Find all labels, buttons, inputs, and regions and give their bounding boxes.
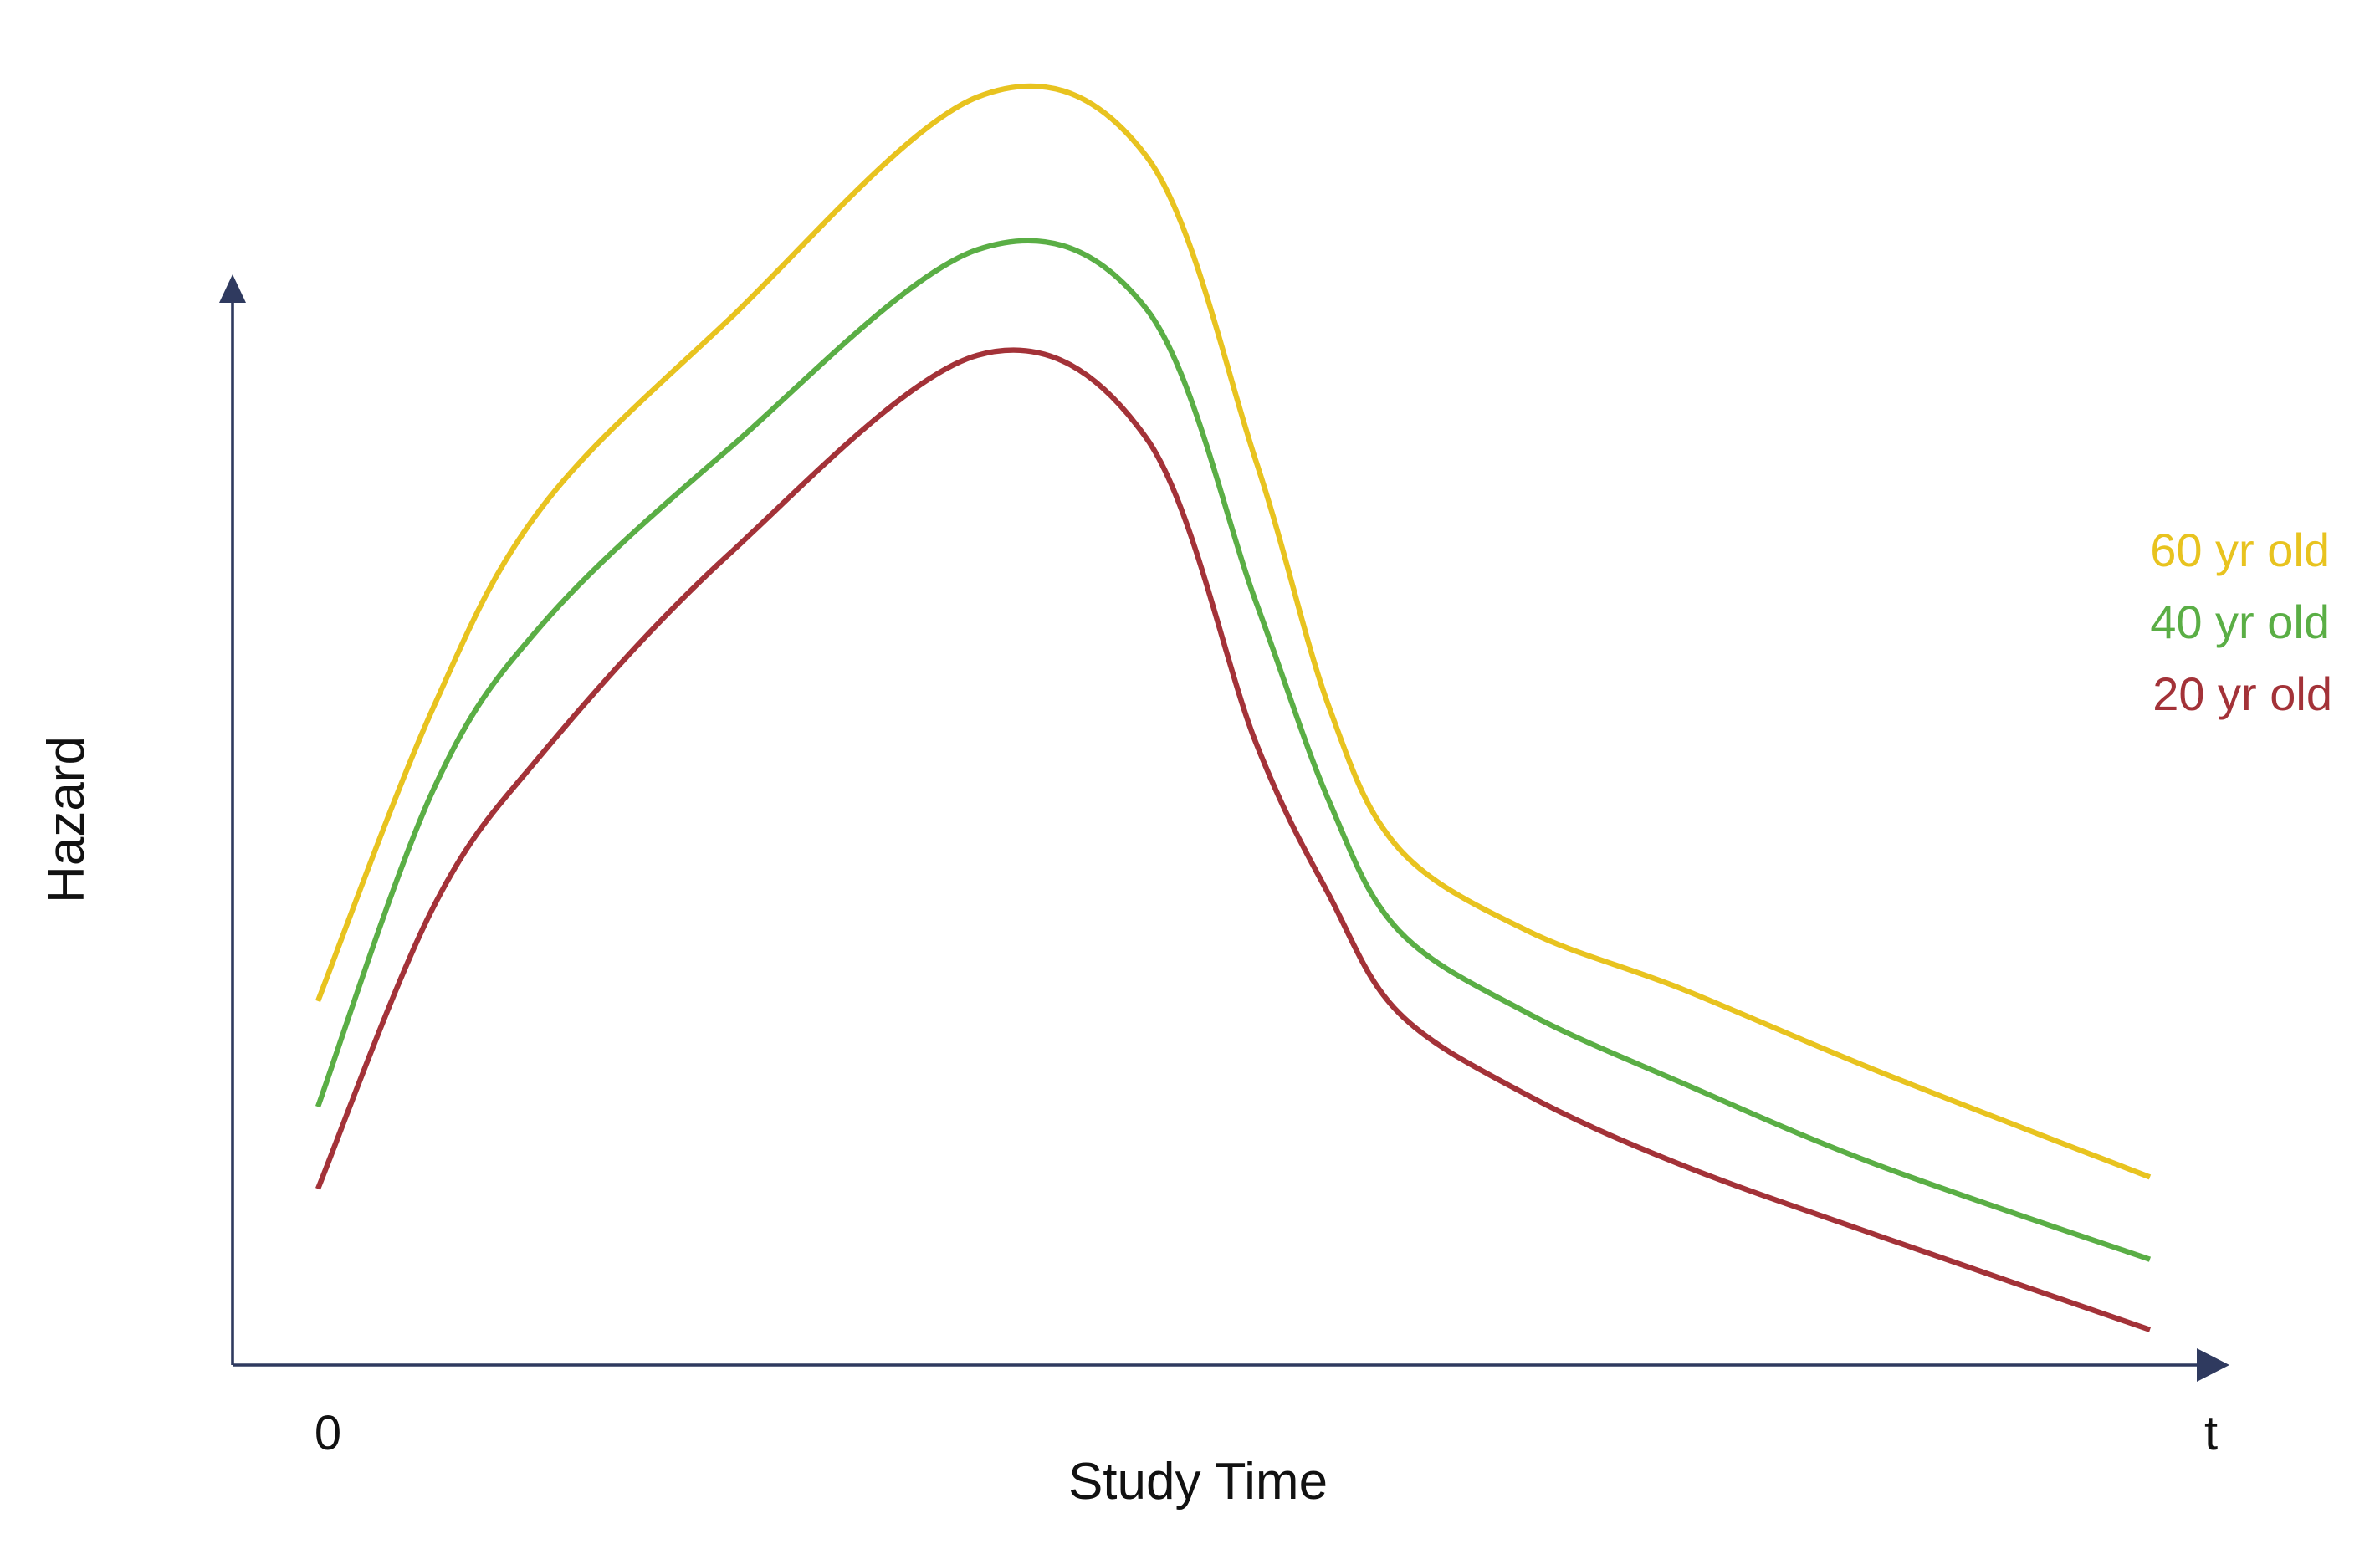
x-tick-label: t xyxy=(2204,1406,2218,1460)
series-line-60-yr-old xyxy=(315,83,2152,1180)
x-axis-ticks: 0 t xyxy=(315,1406,2218,1460)
legend: 60 yr old 40 yr old 20 yr old xyxy=(2150,524,2332,720)
legend-label-60-yr-old: 60 yr old xyxy=(2150,524,2330,576)
legend-label-40-yr-old: 40 yr old xyxy=(2150,596,2330,648)
y-axis-title: Hazard xyxy=(38,736,95,903)
series-line-40-yr-old xyxy=(315,238,2152,1262)
axes xyxy=(219,274,2229,1382)
series-line-20-yr-old xyxy=(315,347,2152,1332)
x-axis-arrowhead xyxy=(2197,1348,2229,1382)
y-axis-arrowhead xyxy=(219,274,246,303)
x-tick-label: 0 xyxy=(315,1406,341,1460)
legend-label-20-yr-old: 20 yr old xyxy=(2152,667,2332,720)
x-axis-title: Study Time xyxy=(1068,1453,1328,1511)
series-lines xyxy=(315,83,2152,1332)
